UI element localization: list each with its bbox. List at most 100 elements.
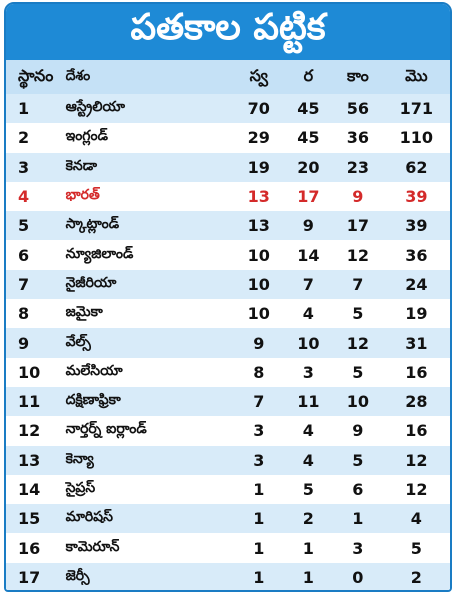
cell: 10 [18,362,41,382]
header-cell: దేశం [65,67,91,84]
cell: 7 [18,274,30,294]
header-cell: స్థానం [18,65,54,85]
cell: 4 [18,187,30,207]
country: జమైకా [65,304,103,321]
cell: 6 [352,480,364,499]
cell: 6 [18,245,30,265]
medal-table: పతకాల పట్టిక స్థానం దేశం స్వ ర కాం మొ 1 ఆస్ట్రే… [4,2,452,592]
cell: 19 [405,304,428,324]
cell: 9 [302,216,314,236]
country: దక్షిణాఫ్రికా [65,392,121,409]
cell: 17 [346,216,369,236]
cell: 36 [346,128,369,148]
cell: 5 [302,480,314,499]
cell: 29 [247,128,270,148]
header-cell: కాం [346,65,369,85]
cell: 11 [18,392,41,412]
cell: 1 [253,509,265,529]
cell: 9 [352,187,364,207]
cell: 2 [302,509,314,529]
country: నార్తర్న్ ఐర్లాండ్ [65,421,147,438]
cell: 13 [247,216,270,236]
table-row: 10 మలేసియా 8 3 5 16 [6,358,450,387]
header-cell: మొ [405,65,428,85]
cell: 14 [297,245,320,265]
cell: 3 [253,450,265,470]
country: మలేసియా [65,362,123,379]
country: కెన్యా [65,450,94,467]
cell: 10 [247,274,270,294]
cell: 17 [297,187,320,207]
cell: 20 [297,157,320,177]
cell: 24 [405,274,428,294]
cell: 15 [18,509,41,529]
table-row: 15 మారిషస్ 1 2 1 4 [6,504,450,534]
cell: 5 [18,216,30,236]
cell: 4 [302,421,314,441]
country: న్యూజిలాండ్ [65,245,134,262]
table-row: 1 ఆస్ట్రేలియా 70 45 56 171 [6,94,450,124]
cell: 3 [253,421,265,441]
country: భారత్ [65,187,100,204]
table-row: 11 దక్షిణాఫ్రికా 7 11 10 28 [6,386,450,417]
cell: 4 [302,304,314,324]
cell: 9 [253,333,265,353]
cell: 1 [18,99,30,119]
table-row: 7 నైజీరియా 10 7 7 24 [6,269,450,300]
cell: 2 [18,128,30,148]
header-cell: స్వ [249,65,268,85]
cell: 5 [352,450,364,470]
cell: 13 [247,187,270,207]
cell: 171 [399,99,434,119]
cell: 16 [18,538,41,558]
cell: 1 [253,480,265,499]
cell: 7 [302,274,314,294]
cell: 70 [247,99,270,119]
cell: 1 [302,567,314,587]
table-row: 2 ఇంగ్లండ్ 29 45 36 110 [6,123,450,152]
cell: 8 [18,304,30,324]
table-row: 9 వేల్స్ 9 10 12 31 [6,328,450,358]
cell: 45 [297,128,320,148]
cell: 1 [352,509,364,529]
cell: 13 [18,450,41,470]
cell: 16 [405,421,428,441]
title: పతకాల పట్టిక [6,4,450,60]
cell: 3 [18,157,30,177]
cell: 10 [247,245,270,265]
table-row: 12 నార్తర్న్ ఐర్లాండ్ 3 4 9 16 [6,416,450,445]
cell: 23 [346,157,369,177]
table-row: 8 జమైకా 10 4 5 19 [6,299,450,328]
cell: 36 [405,245,428,265]
cell: 12 [405,450,428,470]
cell: 12 [346,333,369,353]
cell: 0 [352,567,364,587]
table-row: 4 భారత్ 13 17 9 39 [6,182,450,211]
cell: 12 [346,245,369,265]
cell: 39 [405,187,428,207]
table-row: 6 న్యూజిలాండ్ 10 14 12 36 [6,240,450,269]
country: కెనడా [65,157,97,174]
country: ఆస్ట్రేలియా [65,99,125,116]
cell: 28 [405,392,428,412]
country: కామెరూన్ [65,538,120,555]
table-row: 16 కామెరూన్ 1 1 3 5 [6,533,450,562]
country: ఇంగ్లండ్ [65,128,108,145]
cell: 12 [405,480,428,499]
cell: 4 [410,509,422,529]
table-row: 3 కెనడా 19 20 23 62 [6,152,450,182]
cell: 1 [302,538,314,558]
country: స్కాట్లాండ్ [65,216,120,233]
cell: 110 [399,128,434,148]
table-row: 13 కెన్యా 3 4 5 12 [6,445,450,475]
cell: 7 [253,392,265,412]
cell: 10 [297,333,320,353]
header-row: స్థానం దేశం స్వ ర కాం మొ [6,60,450,94]
cell: 16 [405,362,428,382]
country: వేల్స్ [65,333,91,350]
cell: 12 [18,421,41,441]
cell: 1 [253,567,265,587]
cell: 9 [18,333,30,353]
header-cell: ర [303,65,314,85]
cell: 62 [405,157,428,177]
